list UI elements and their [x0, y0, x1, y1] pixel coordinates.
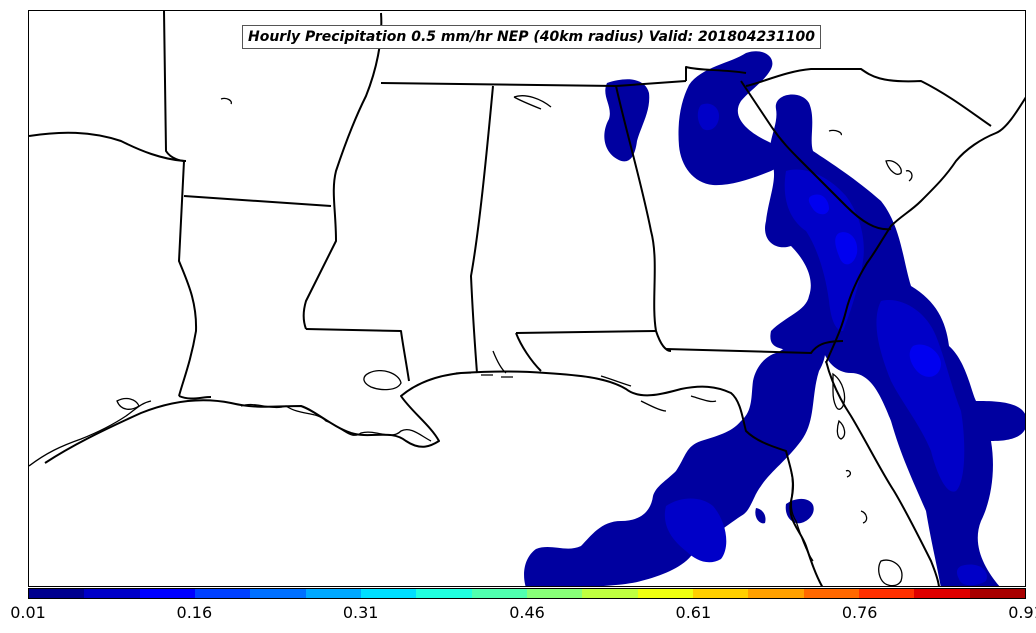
border-al-fl	[515, 330, 657, 372]
border-tn-south	[380, 80, 687, 87]
texas-coast	[29, 400, 152, 467]
precip-mid-south	[664, 498, 727, 563]
border-ok-ar	[163, 11, 187, 162]
colorbar-tick-label: 0.61	[675, 603, 712, 622]
colorbar	[28, 588, 1026, 599]
border-ga-sc	[740, 80, 892, 231]
colorbar-segment-14	[748, 589, 804, 598]
border-ms-al	[470, 85, 494, 374]
colorbar-segment-10	[526, 589, 583, 598]
colorbar-segment-12	[637, 589, 693, 598]
colorbar-segment-4	[194, 589, 251, 598]
precip-shading-mid	[664, 103, 987, 586]
lake-ok	[220, 97, 233, 105]
colorbar-segment-18	[969, 589, 1025, 598]
boundaries	[29, 11, 1025, 586]
border-tx-ok	[29, 131, 185, 162]
precip-blob-georgia-east	[678, 51, 785, 186]
precip-band-southwest	[524, 330, 826, 586]
gulf-coastline	[44, 370, 824, 586]
border-louisiana-gulf	[178, 395, 212, 400]
colorbar-tick-label: 0.46	[509, 603, 545, 622]
precip-mid-florida	[876, 300, 965, 492]
lake-fl	[832, 372, 846, 410]
tampa-bay	[790, 470, 814, 562]
border-al-ga	[615, 85, 672, 352]
precip-mid-north	[697, 103, 719, 131]
tx-islands	[116, 397, 140, 410]
border-ga-fl	[665, 340, 844, 354]
colorbar-segment-13	[692, 589, 749, 598]
border-texas-la	[178, 160, 198, 397]
georgia-carolina-coast	[825, 96, 1025, 364]
colorbar-segment-6	[305, 589, 361, 598]
colorbar-segment-8	[416, 589, 472, 598]
colorbar-segment-11	[582, 589, 638, 598]
precip-shading-high	[808, 194, 941, 377]
border-la-ms	[305, 328, 410, 382]
sc-lake-2	[828, 129, 842, 136]
la-marsh	[240, 403, 432, 442]
precip-high-coast	[808, 194, 829, 215]
map-title: Hourly Precipitation 0.5 mm/hr NEP (40km…	[242, 25, 821, 49]
precip-map	[29, 11, 1025, 586]
colorbar-tick-label: 0.31	[342, 603, 379, 622]
colorbar-segment-5	[250, 589, 306, 598]
coastal-detail	[29, 95, 913, 586]
sc-lake-3	[905, 170, 913, 182]
precip-high-florida	[909, 344, 941, 377]
border-ar-la	[183, 195, 332, 207]
ms-barrier-islands	[456, 372, 513, 378]
colorbar-tick-label: 0.91	[1008, 603, 1036, 622]
lake-tx	[513, 95, 552, 110]
colorbar-tick-label: 0.01	[10, 603, 46, 622]
florida-east-coast	[825, 360, 940, 586]
border-ms-river	[302, 12, 383, 330]
colorbar-segment-15	[803, 589, 859, 598]
colorbar-segment-16	[858, 589, 915, 598]
colorbar-segment-3	[139, 589, 195, 598]
precip-mid-coast	[784, 169, 864, 331]
colorbar-tick-label: 0.16	[176, 603, 213, 622]
border-tn-ga	[685, 66, 747, 81]
precip-blob-gulf	[755, 508, 766, 524]
mobile-bay	[492, 350, 507, 374]
precip-blob-georgia-west	[604, 79, 650, 162]
border-nc-sc	[745, 68, 992, 127]
map-panel[interactable]: Hourly Precipitation 0.5 mm/hr NEP (40km…	[28, 10, 1026, 587]
precip-mid-southeast	[956, 564, 987, 586]
colorbar-tick-label: 0.76	[841, 603, 878, 622]
colorbar-segment-7	[360, 589, 417, 598]
colorbar-segment-17	[914, 589, 970, 598]
lake-pontchartrain	[363, 369, 402, 391]
sc-lake	[885, 160, 902, 175]
precip-high-coast-2	[835, 232, 858, 265]
colorbar-segment-9	[471, 589, 527, 598]
colorbar-segment-2	[84, 589, 140, 598]
fl-lakes	[836, 419, 903, 586]
panhandle-inlets	[600, 375, 717, 412]
colorbar-segment-1	[29, 589, 85, 598]
